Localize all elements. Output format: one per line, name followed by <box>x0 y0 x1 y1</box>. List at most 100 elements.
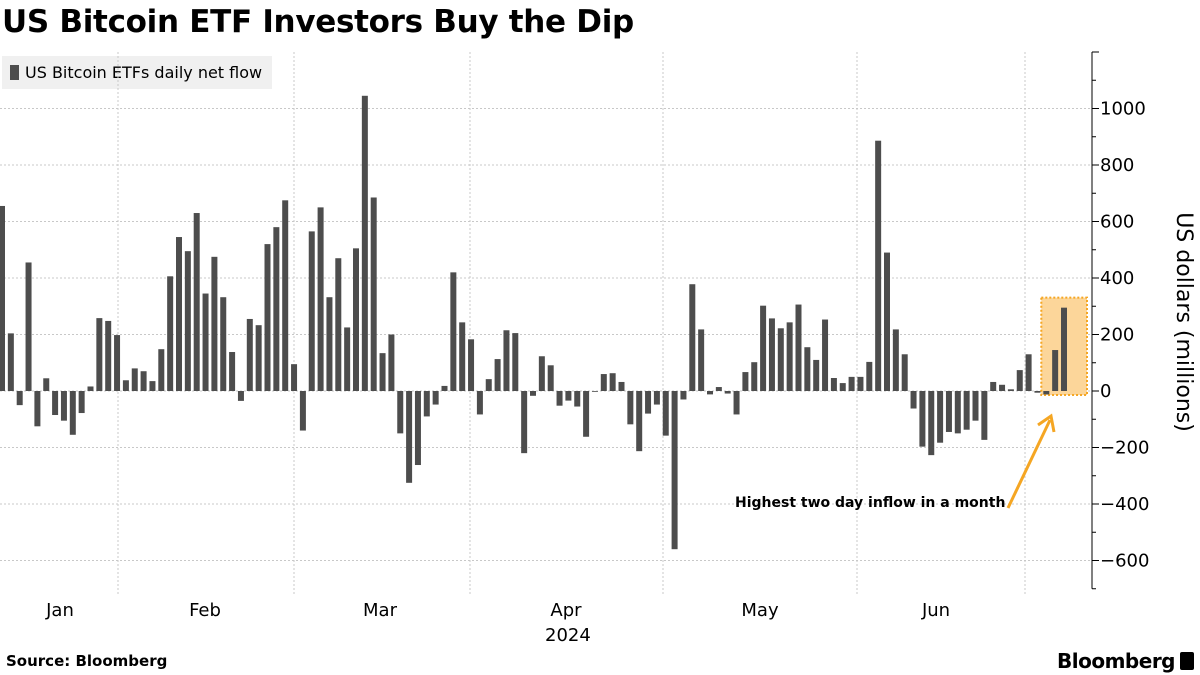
legend-label: US Bitcoin ETFs daily net flow <box>25 63 263 82</box>
bar <box>866 361 873 391</box>
bar <box>476 391 483 415</box>
y-tick-label: 800 <box>1100 155 1134 176</box>
bar <box>52 391 59 416</box>
bar <box>353 248 359 391</box>
bar <box>565 391 572 401</box>
bar <box>707 391 713 395</box>
y-tick-label: 400 <box>1100 268 1134 289</box>
bar <box>379 353 386 391</box>
bar <box>963 391 970 430</box>
bar <box>264 244 271 391</box>
bar <box>857 376 864 391</box>
x-axis-year: 2024 <box>545 625 591 646</box>
bar <box>830 378 837 391</box>
bar <box>16 391 23 406</box>
bar <box>0 205 5 391</box>
bar <box>158 349 165 391</box>
bar <box>282 200 289 391</box>
bar <box>742 372 749 391</box>
bar <box>698 329 705 391</box>
bar <box>1052 350 1059 391</box>
y-tick-label: −600 <box>1100 551 1149 572</box>
bar <box>928 391 935 456</box>
bar <box>892 329 899 391</box>
bar <box>848 376 855 391</box>
bar <box>751 362 758 391</box>
bar <box>574 391 581 407</box>
bar <box>69 391 76 435</box>
y-tick-label: −200 <box>1100 438 1149 459</box>
bar <box>777 328 784 391</box>
bar <box>193 213 200 391</box>
bar <box>211 256 218 391</box>
bar <box>999 384 1006 391</box>
bar <box>246 318 253 391</box>
bar <box>370 197 377 391</box>
bar <box>680 391 687 400</box>
bar <box>645 391 652 414</box>
bar <box>7 333 14 391</box>
bar <box>945 391 952 432</box>
legend: US Bitcoin ETFs daily net flow <box>2 56 273 89</box>
y-tick-label: 1000 <box>1100 99 1146 120</box>
bar <box>653 391 660 405</box>
bar <box>556 391 563 406</box>
bar <box>459 322 466 391</box>
source-note: Source: Bloomberg <box>6 652 168 670</box>
bar <box>184 251 191 391</box>
bar <box>122 380 129 391</box>
bar <box>839 383 846 391</box>
x-tick-label: May <box>741 600 779 621</box>
bar <box>786 322 793 391</box>
bar <box>397 391 404 434</box>
bar <box>78 391 85 414</box>
bar <box>609 373 616 391</box>
bar <box>344 327 351 391</box>
bar <box>43 378 50 391</box>
bar <box>671 391 678 550</box>
bar <box>60 391 67 421</box>
x-tick-label: Jun <box>921 600 950 621</box>
bar <box>229 352 236 391</box>
bar <box>804 347 811 391</box>
bar <box>689 284 696 391</box>
bar <box>414 391 421 466</box>
x-tick-label: Jan <box>45 600 74 621</box>
bar <box>795 304 802 391</box>
bar <box>1061 307 1067 391</box>
bar <box>919 391 926 447</box>
bar <box>468 339 475 391</box>
bar <box>972 391 979 421</box>
y-tick-label: 600 <box>1100 212 1134 233</box>
bar <box>547 365 554 391</box>
bar <box>105 320 112 391</box>
bar <box>25 262 32 391</box>
bar <box>600 374 607 391</box>
bar <box>423 391 430 417</box>
x-tick-label: Apr <box>550 600 582 621</box>
x-tick-label: Feb <box>189 600 221 621</box>
annotation-arrow <box>1006 413 1056 509</box>
bar <box>884 252 890 391</box>
bar <box>149 381 156 391</box>
bar <box>406 391 413 483</box>
bar <box>875 140 882 391</box>
bar <box>432 391 439 405</box>
bar <box>813 359 820 391</box>
bar <box>760 305 767 391</box>
bar <box>450 272 457 391</box>
bar <box>96 318 103 391</box>
bar <box>441 385 448 391</box>
bar <box>512 333 519 391</box>
bar <box>724 391 731 394</box>
bar <box>1034 391 1041 393</box>
bar <box>291 364 298 391</box>
bar <box>1025 354 1032 391</box>
bar <box>618 381 625 391</box>
bar <box>954 391 961 434</box>
bar <box>627 391 634 425</box>
bar <box>583 391 590 437</box>
bar <box>733 391 740 415</box>
bar <box>317 207 324 391</box>
